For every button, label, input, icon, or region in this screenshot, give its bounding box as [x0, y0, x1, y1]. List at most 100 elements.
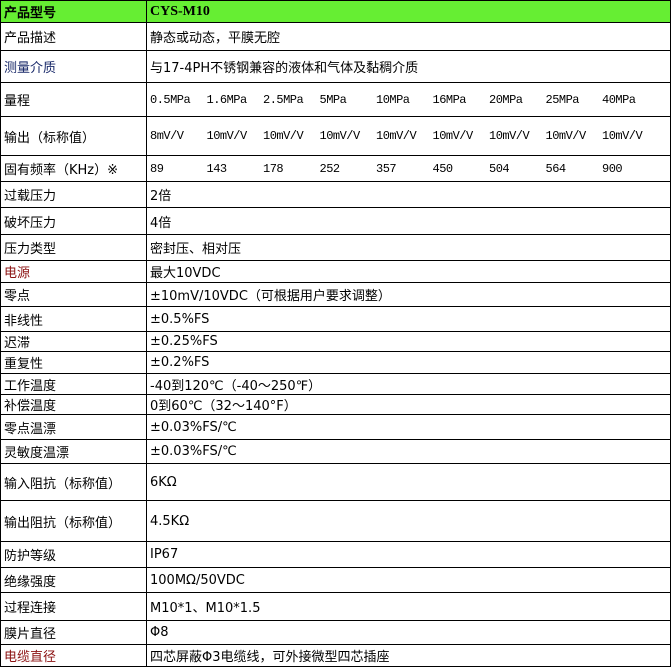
spec-row: 固有频率（KHz）※ 89 143 178 252 357 450 504 564 900 — [0, 155, 671, 182]
spec-value-cell: 1.6MPa — [206, 92, 248, 107]
spec-row: 输出（标称值） 8mV/V 10mV/V 10mV/V 10mV/V 10mV/V 10mV… — [0, 116, 671, 156]
spec-value-cell: 357 — [376, 161, 397, 176]
spec-label: 量程 — [0, 82, 147, 117]
spec-value-cell: 10mV/V — [319, 129, 361, 143]
spec-value: 最大10VDC — [146, 260, 671, 283]
spec-value: 4.5KΩ — [146, 500, 671, 542]
spec-value-cell: 5MPa — [319, 92, 347, 107]
header-label: 产品型号 — [0, 0, 147, 23]
spec-label: 产品描述 — [0, 22, 147, 51]
spec-label: 防护等级 — [0, 541, 147, 568]
spec-value-cell: 40MPa — [602, 92, 636, 107]
spec-value-cell: 252 — [319, 161, 341, 176]
spec-row: 输入阻抗（标称值） 6KΩ — [0, 463, 671, 501]
spec-value: ±0.03%FS/℃ — [146, 439, 671, 464]
spec-row: 破坏压力 4倍 — [0, 207, 671, 235]
spec-value-cell: 20MPa — [489, 92, 523, 107]
spec-value: 6KΩ — [146, 463, 671, 501]
spec-label: 迟滞 — [0, 331, 147, 352]
spec-label: 压力类型 — [0, 234, 147, 261]
spec-row: 过程连接 M10*1、M10*1.5 — [0, 592, 671, 621]
spec-label: 输出阻抗（标称值） — [0, 500, 147, 542]
spec-row: 输出阻抗（标称值） 4.5KΩ — [0, 500, 671, 542]
spec-value-cell: 10MPa — [376, 92, 410, 107]
spec-value-cell: 0.5MPa — [150, 92, 191, 107]
spec-label: 工作温度 — [0, 373, 147, 395]
spec-label: 固有频率（KHz）※ — [0, 155, 147, 182]
spec-row: 电源 最大10VDC — [0, 260, 671, 283]
spec-value: ±0.5%FS — [146, 306, 671, 332]
spec-row: 重复性 ±0.2%FS — [0, 351, 671, 374]
spec-value-cell: 10mV/V — [206, 129, 248, 143]
spec-value: ±10mV/10VDC（可根据用户要求调整） — [146, 282, 671, 307]
spec-label: 输入阻抗（标称值） — [0, 463, 147, 501]
spec-value-cell: 143 — [206, 161, 228, 176]
spec-value-cell: 10mV/V — [432, 129, 474, 143]
spec-value-cell: 10mV/V — [545, 129, 587, 143]
spec-value-cell: 2.5MPa — [263, 92, 304, 107]
spec-value: -40到120℃（-40～250℉） — [146, 373, 671, 395]
spec-label: 灵敏度温漂 — [0, 439, 147, 464]
spec-row: 迟滞 ±0.25%FS — [0, 331, 671, 352]
spec-label: 过程连接 — [0, 592, 147, 621]
spec-value-cell: 10mV/V — [602, 129, 643, 143]
spec-value-cell: 8mV/V — [150, 129, 184, 143]
spec-value: IP67 — [146, 541, 671, 568]
spec-value-cell: 504 — [489, 161, 510, 176]
spec-values: 8mV/V 10mV/V 10mV/V 10mV/V 10mV/V 10mV/V 10mV/… — [146, 116, 671, 156]
spec-value: ±0.03%FS/℃ — [146, 414, 671, 440]
spec-value: 2倍 — [146, 181, 671, 208]
spec-label: 破坏压力 — [0, 207, 147, 235]
spec-value: 四芯屏蔽Φ3电缆线，可外接微型四芯插座 — [146, 644, 671, 667]
header-row: 产品型号 CYS-M10 — [0, 0, 671, 23]
spec-value-cell: 10mV/V — [489, 129, 530, 143]
spec-value-cell: 450 — [432, 161, 454, 176]
spec-label: 测量介质 — [0, 50, 147, 83]
spec-label: 补偿温度 — [0, 394, 147, 415]
spec-label: 零点温漂 — [0, 414, 147, 440]
spec-value: M10*1、M10*1.5 — [146, 592, 671, 621]
spec-value: 密封压、相对压 — [146, 234, 671, 261]
spec-row: 绝缘强度 100MΩ/50VDC — [0, 567, 671, 593]
spec-row: 产品描述 静态或动态，平膜无腔 — [0, 22, 671, 51]
spec-label: 膜片直径 — [0, 620, 147, 645]
spec-label: 重复性 — [0, 351, 147, 374]
spec-row: 测量介质 与17-4PH不锈钢兼容的液体和气体及黏稠介质 — [0, 50, 671, 83]
spec-row: 膜片直径 Φ8 — [0, 620, 671, 645]
spec-row: 电缆直径 四芯屏蔽Φ3电缆线，可外接微型四芯插座 — [0, 644, 671, 667]
spec-label: 非线性 — [0, 306, 147, 332]
spec-value: 4倍 — [146, 207, 671, 235]
spec-value: ±0.25%FS — [146, 331, 671, 352]
spec-row: 非线性 ±0.5%FS — [0, 306, 671, 332]
spec-value: 与17-4PH不锈钢兼容的液体和气体及黏稠介质 — [146, 50, 671, 83]
spec-label: 过载压力 — [0, 181, 147, 208]
spec-row: 灵敏度温漂 ±0.03%FS/℃ — [0, 439, 671, 464]
spec-value: ±0.2%FS — [146, 351, 671, 374]
spec-label: 输出（标称值） — [0, 116, 147, 156]
spec-row: 零点 ±10mV/10VDC（可根据用户要求调整） — [0, 282, 671, 307]
spec-value: Φ8 — [146, 620, 671, 645]
spec-value-cell: 16MPa — [432, 92, 467, 107]
spec-label: 电源 — [0, 260, 147, 283]
spec-row: 压力类型 密封压、相对压 — [0, 234, 671, 261]
spec-value-cell: 89 — [150, 161, 164, 176]
spec-value-cell: 900 — [602, 161, 623, 176]
spec-values: 89 143 178 252 357 450 504 564 900 — [146, 155, 671, 182]
spec-label: 电缆直径 — [0, 644, 147, 667]
header-value: CYS-M10 — [146, 0, 671, 23]
spec-row: 量程 0.5MPa 1.6MPa 2.5MPa 5MPa 10MPa 16MPa 20MPa 2… — [0, 82, 671, 117]
spec-value-cell: 564 — [545, 161, 567, 176]
spec-value-cell: 25MPa — [545, 92, 580, 107]
spec-row: 防护等级 IP67 — [0, 541, 671, 568]
spec-label: 零点 — [0, 282, 147, 307]
spec-value: 0到60℃（32～140°F） — [146, 394, 671, 415]
spec-values: 0.5MPa 1.6MPa 2.5MPa 5MPa 10MPa 16MPa 20MPa 25M… — [146, 82, 671, 117]
spec-value: 静态或动态，平膜无腔 — [146, 22, 671, 51]
spec-row: 工作温度 -40到120℃（-40～250℉） — [0, 373, 671, 395]
spec-row: 过载压力 2倍 — [0, 181, 671, 208]
spec-value-cell: 178 — [263, 161, 284, 176]
spec-value-cell: 10mV/V — [263, 129, 304, 143]
spec-value: 100MΩ/50VDC — [146, 567, 671, 593]
spec-value-cell: 10mV/V — [376, 129, 417, 143]
